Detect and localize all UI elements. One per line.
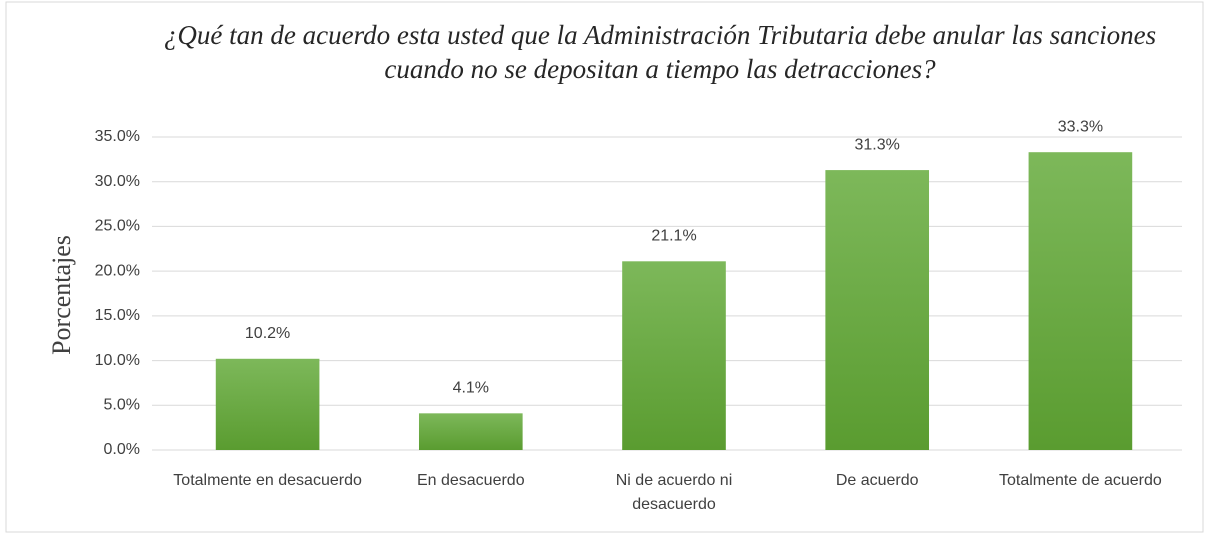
y-tick-label: 35.0% bbox=[95, 128, 140, 145]
y-tick-label: 20.0% bbox=[95, 262, 140, 279]
data-label: 33.3% bbox=[1058, 118, 1103, 135]
x-tick-label: De acuerdo bbox=[835, 472, 919, 489]
bar bbox=[1028, 152, 1133, 450]
chart-title: ¿Qué tan de acuerdo esta usted que la Ad… bbox=[163, 20, 1157, 84]
x-tick-label: Totalmente de acuerdo bbox=[999, 472, 1162, 489]
y-tick-label: 15.0% bbox=[95, 307, 140, 324]
x-tick-label: En desacuerdo bbox=[416, 472, 525, 489]
bar bbox=[215, 358, 320, 450]
data-label: 4.1% bbox=[453, 380, 489, 397]
x-tick-label: Ni de acuerdo ni desacuerdo bbox=[615, 472, 733, 513]
chart-border bbox=[5, 1, 1204, 533]
bar bbox=[622, 261, 726, 450]
y-tick-label: 0.0% bbox=[104, 441, 140, 458]
bar bbox=[825, 170, 930, 451]
y-tick-label: 25.0% bbox=[95, 218, 140, 235]
data-label: 21.1% bbox=[651, 228, 696, 245]
x-tick-label: Totalmente en desacuerdo bbox=[173, 472, 362, 489]
y-tick-label: 30.0% bbox=[95, 173, 140, 190]
data-label: 10.2% bbox=[245, 325, 290, 342]
bar bbox=[418, 413, 523, 450]
y-tick-label: 10.0% bbox=[95, 352, 140, 369]
y-tick-label: 5.0% bbox=[104, 397, 140, 414]
y-axis-label: Porcentajes bbox=[47, 235, 76, 355]
data-label: 31.3% bbox=[855, 136, 900, 153]
